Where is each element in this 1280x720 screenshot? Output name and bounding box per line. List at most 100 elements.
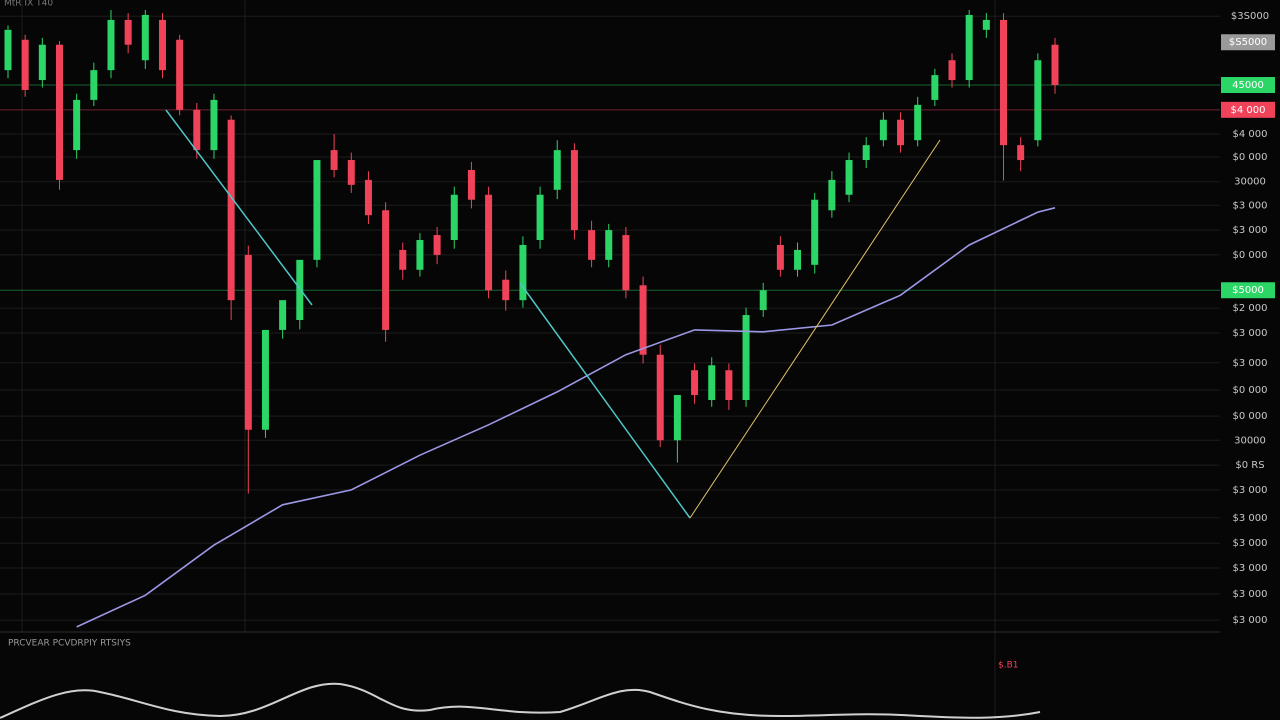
candle-body (193, 109, 201, 151)
candle-body (725, 370, 733, 400)
candle-body (382, 210, 390, 330)
candle-body (914, 104, 922, 141)
candle-body (347, 160, 355, 185)
candle-body (107, 19, 115, 71)
candle-body (862, 145, 870, 161)
candle-body (227, 119, 235, 301)
trend-line (519, 282, 691, 519)
candle-body (845, 160, 853, 195)
annotation: $.B1 (998, 661, 1019, 671)
candle-body (450, 194, 458, 241)
candle-body (21, 39, 29, 90)
price-tag-label: $4 000 (1231, 105, 1266, 116)
y-tick-label: $3 000 (1233, 589, 1268, 600)
y-tick-label: $3 000 (1233, 328, 1268, 339)
candle-body (210, 99, 218, 151)
candle-body (1017, 145, 1025, 161)
candle-body (313, 160, 321, 260)
candle-body (1034, 60, 1042, 141)
y-tick-label: $3 000 (1233, 513, 1268, 524)
candle-body (124, 19, 132, 45)
price-tag (1221, 282, 1275, 299)
candle-body (965, 14, 973, 81)
y-tick-label: $3 000 (1233, 485, 1268, 496)
candle-body (742, 315, 750, 400)
candle-body (176, 39, 184, 110)
candle-body (897, 119, 905, 146)
candle-body (330, 150, 338, 170)
trend-line (165, 109, 313, 306)
candle-body (811, 199, 819, 265)
candle-body (588, 230, 596, 260)
y-tick-label: $3S000 (1231, 11, 1269, 22)
candle-body (1000, 19, 1008, 146)
candle-body (553, 150, 561, 190)
candle-body (416, 240, 424, 270)
candle-body (433, 235, 441, 255)
candle-body (467, 169, 475, 200)
y-tick-label: $3 000 (1233, 225, 1268, 236)
candle-body (536, 194, 544, 241)
y-tick-label: $3 000 (1233, 615, 1268, 626)
trend-line (689, 139, 941, 519)
candle-body (759, 290, 767, 311)
price-tag (1221, 34, 1275, 51)
y-tick-label: $0 000 (1233, 411, 1268, 422)
candle-body (879, 119, 887, 141)
candle-body (931, 75, 939, 100)
y-tick-label: $3 000 (1233, 358, 1268, 369)
candle-body (622, 235, 630, 291)
plot: $3S000 $4 000 $0 000 30000 $3 000 $3 000 $0 00… (0, 10, 1275, 628)
header-text: MtR IX T40 (4, 0, 53, 9)
candle-body (485, 194, 493, 291)
candle-body (158, 19, 166, 71)
candle-body (673, 395, 681, 441)
candle-body (90, 70, 98, 100)
candle-body (570, 150, 578, 231)
candle-body (776, 244, 784, 270)
y-tick-label: $4 000 (1233, 129, 1268, 140)
candle-body (794, 249, 802, 270)
indicator-title: PRCVEAR PCVDRPIY RTSIYS (8, 639, 131, 649)
price-tag (1221, 77, 1275, 94)
candle-body (4, 29, 12, 71)
y-tick-label: 30000 (1234, 177, 1266, 188)
candle-body (261, 329, 269, 430)
candle-body (141, 14, 149, 61)
y-tick-label: 30000 (1234, 435, 1266, 446)
candle-body (519, 244, 527, 301)
candle-body (708, 365, 716, 400)
y-tick-label: $0 RS (1235, 460, 1264, 471)
candle-body (73, 99, 81, 151)
candle-body (399, 249, 407, 270)
candle-body (639, 285, 647, 355)
candle-body (605, 230, 613, 260)
y-tick-label: $0 000 (1233, 152, 1268, 163)
candle-body (502, 279, 510, 301)
y-tick-label: $3 000 (1233, 563, 1268, 574)
candle-body (244, 254, 252, 430)
price-tag (1221, 101, 1275, 118)
y-tick-label: $3 000 (1233, 200, 1268, 211)
price-tag-label: $5000 (1232, 285, 1264, 296)
y-tick-label: $2 000 (1233, 303, 1268, 314)
price-tag-label: 45000 (1232, 80, 1264, 91)
candle-body (656, 354, 664, 441)
y-tick-label: $3 000 (1233, 538, 1268, 549)
moving-average (76, 207, 1056, 628)
candle-body (982, 19, 990, 30)
candle-body (364, 179, 372, 216)
candle-body (279, 300, 287, 330)
candle-body (828, 179, 836, 211)
candle-body (38, 44, 46, 81)
candle-body (691, 370, 699, 396)
oscillator-line (0, 682, 1041, 719)
y-tick-label: $0 000 (1233, 250, 1268, 261)
y-tick-label: $0 000 (1233, 385, 1268, 396)
candle-body (1051, 44, 1059, 86)
candle-body (55, 44, 63, 180)
candle-body (948, 60, 956, 81)
